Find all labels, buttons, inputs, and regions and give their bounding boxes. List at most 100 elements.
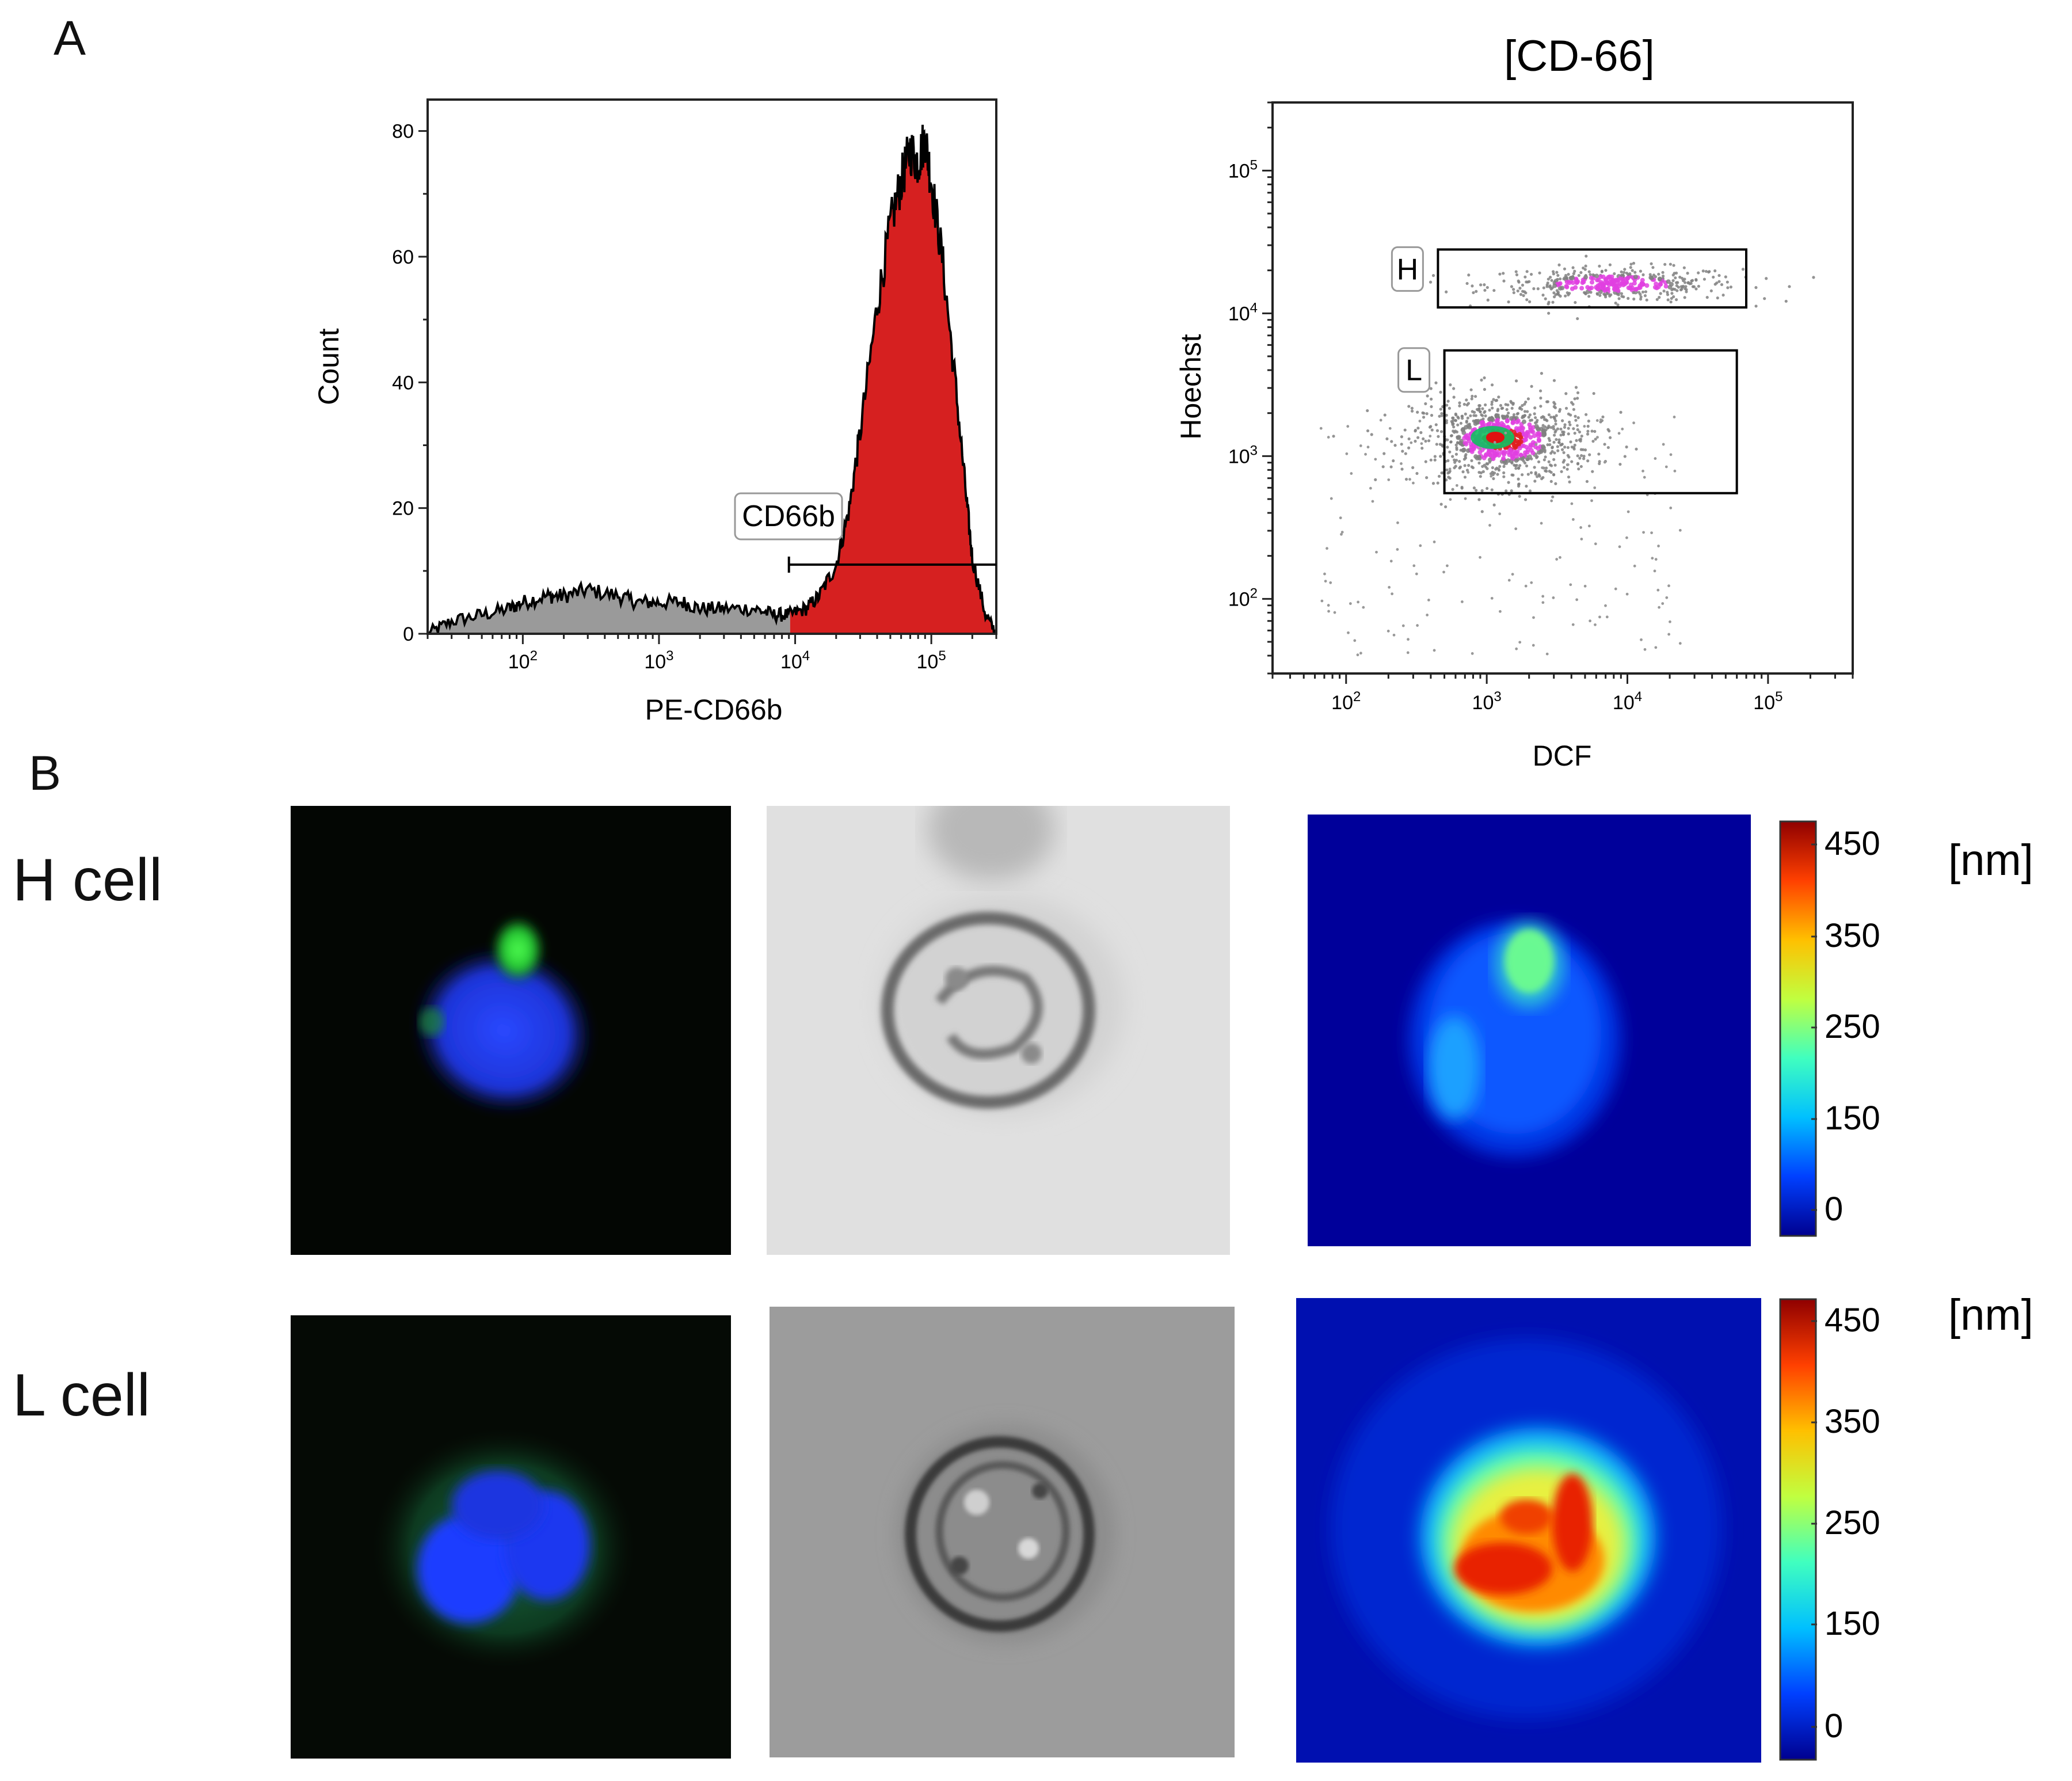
- scatter-point: [1502, 465, 1506, 468]
- scatter-point: [1579, 526, 1582, 529]
- scatter-point: [1419, 431, 1423, 435]
- scatter-point: [1580, 454, 1583, 458]
- scatter-point: [1494, 451, 1499, 456]
- scatter-point: [1439, 390, 1442, 394]
- scatter-point: [1605, 615, 1609, 619]
- scatter-point: [1559, 433, 1563, 437]
- scatter-point: [1617, 297, 1621, 300]
- scatter-gate-l: [1443, 349, 1738, 494]
- scatter-point: [1586, 429, 1590, 433]
- scatter-point: [1524, 584, 1528, 588]
- scatter-point: [1579, 286, 1585, 291]
- scatter-point: [1366, 409, 1369, 413]
- scatter-point: [1560, 470, 1563, 473]
- scatter-point: [1576, 428, 1579, 432]
- scatter-point: [1568, 420, 1571, 424]
- scatter-point: [1471, 394, 1474, 398]
- scatter-point: [1677, 286, 1680, 289]
- scatter-point: [1694, 279, 1698, 282]
- scatter-point: [1345, 452, 1349, 455]
- scatter-point: [1435, 429, 1439, 432]
- scatter-point: [1333, 611, 1336, 614]
- scatter-title: [CD-66]: [1504, 32, 1655, 81]
- scatter-point: [1521, 473, 1524, 477]
- scatter-point: [1390, 440, 1393, 443]
- scatter-point: [1464, 412, 1467, 416]
- scatter-point: [1589, 273, 1592, 276]
- scatter-point: [1565, 277, 1568, 280]
- scatter-point: [1598, 462, 1601, 466]
- scatter-point: [1523, 461, 1527, 465]
- scatter-point: [1359, 444, 1362, 447]
- scatter-point: [1692, 285, 1696, 288]
- scatter-point: [1458, 466, 1461, 470]
- scatter-point: [1462, 440, 1468, 446]
- scatter-point: [1516, 412, 1520, 415]
- scatter-point: [1445, 290, 1448, 294]
- scatter-point: [1528, 427, 1533, 432]
- scatter-point: [1519, 292, 1523, 296]
- scatter-point: [1458, 440, 1463, 446]
- scatter-point: [1726, 280, 1729, 284]
- scatter-point: [1480, 420, 1486, 425]
- scatter-point: [1674, 298, 1678, 302]
- scatter-point: [1570, 502, 1574, 505]
- scatter-point: [1666, 291, 1669, 294]
- scatter-point: [1658, 606, 1660, 609]
- scatter-point: [1485, 462, 1488, 466]
- h-cell-granule: [490, 915, 546, 984]
- scatter-point: [1667, 633, 1671, 636]
- scatter-point: [1374, 478, 1377, 481]
- scatter-point: [1662, 289, 1666, 293]
- scatter-point: [1425, 412, 1429, 416]
- scatter-point: [1532, 644, 1535, 647]
- scatter-point: [1663, 284, 1669, 289]
- scatter-point: [1453, 466, 1456, 470]
- scatter-point: [1388, 585, 1391, 589]
- scatter-point: [1517, 446, 1522, 451]
- scatter-point: [1460, 600, 1464, 603]
- l-cell-height-map: [1296, 1298, 1761, 1763]
- scatter-point: [1512, 413, 1516, 416]
- scatter-point: [1545, 419, 1549, 423]
- scatter-point: [1490, 402, 1494, 406]
- scatter-point: [1633, 271, 1637, 274]
- cd66b-gate-label: CD66b: [742, 500, 835, 533]
- scatter-point: [1412, 564, 1416, 568]
- scatter-point: [1480, 510, 1484, 513]
- scatter-xtick-label: 103: [1472, 689, 1502, 714]
- scatter-point: [1686, 272, 1689, 275]
- scatter-point: [1490, 596, 1494, 600]
- scatter-point: [1453, 461, 1457, 464]
- scatter-point: [1586, 424, 1590, 428]
- scatter-point: [1429, 425, 1433, 428]
- scatter-point: [1576, 462, 1580, 466]
- scatter-point: [1678, 275, 1682, 279]
- scatter-point: [1590, 499, 1593, 503]
- scatter-point: [1657, 545, 1660, 547]
- scatter-point: [1446, 459, 1450, 462]
- scatter-point: [1486, 298, 1490, 302]
- scatter-point: [1492, 398, 1495, 401]
- scatter-point: [1574, 280, 1579, 286]
- scatter-point: [1582, 457, 1586, 461]
- scatter-point: [1570, 446, 1574, 449]
- scatter-point: [1472, 291, 1475, 295]
- histogram-ytick-label: 40: [392, 372, 414, 394]
- colorbar-tick-label: 150: [1825, 1605, 1880, 1642]
- histogram-xtick-label: 104: [780, 648, 810, 673]
- scatter-point: [1469, 388, 1473, 391]
- scatter-point: [1479, 475, 1482, 478]
- scatter-point: [1513, 443, 1518, 448]
- scatter-point: [1552, 291, 1556, 295]
- scatter-point: [1554, 482, 1557, 485]
- scatter-point: [1530, 457, 1533, 461]
- scatter-point: [1603, 277, 1608, 283]
- scatter-point: [1541, 466, 1544, 469]
- scatter-point: [1526, 473, 1530, 476]
- scatter-point: [1523, 437, 1529, 442]
- scatter-point: [1576, 397, 1579, 400]
- scatter-point: [1420, 442, 1423, 446]
- scatter-point: [1595, 286, 1600, 291]
- scatter-point: [1475, 290, 1478, 293]
